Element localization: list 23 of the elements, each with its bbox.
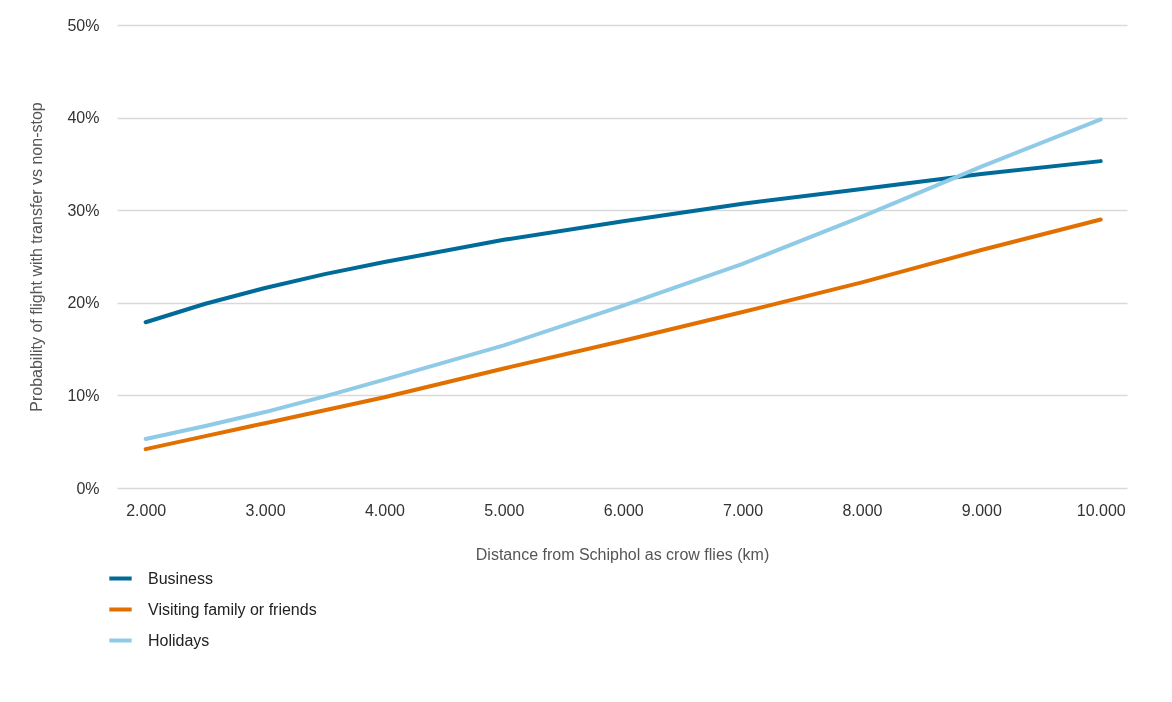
y-tick-label: 10% xyxy=(67,386,100,404)
x-tick-label: 10.000 xyxy=(1076,501,1126,519)
legend-label: Holidays xyxy=(148,631,210,649)
x-tick-label: 6.000 xyxy=(603,501,644,519)
y-tick-label: 0% xyxy=(76,479,100,497)
legend-label: Visiting family or friends xyxy=(148,600,317,618)
x-tick-label: 3.000 xyxy=(245,501,286,519)
legend-label: Business xyxy=(148,569,213,587)
x-axis-title: Distance from Schiphol as crow flies (km) xyxy=(475,545,770,563)
y-tick-label: 20% xyxy=(67,294,100,312)
line-series xyxy=(143,117,1103,441)
line-series xyxy=(143,159,1103,325)
x-tick-label: 5.000 xyxy=(484,501,525,519)
y-tick-label: 30% xyxy=(67,201,100,219)
y-tick-label: 40% xyxy=(67,109,100,127)
line-series xyxy=(143,217,1103,452)
x-tick-label: 8.000 xyxy=(842,501,883,519)
x-tick-label: 9.000 xyxy=(961,501,1002,519)
y-tick-label: 50% xyxy=(67,16,100,34)
x-tick-label: 4.000 xyxy=(364,501,406,519)
y-axis-title: Probability of flight with transfer vs non-stop xyxy=(28,102,46,412)
x-tick-label: 7.000 xyxy=(723,501,764,519)
x-tick-label: 2.000 xyxy=(126,501,167,519)
